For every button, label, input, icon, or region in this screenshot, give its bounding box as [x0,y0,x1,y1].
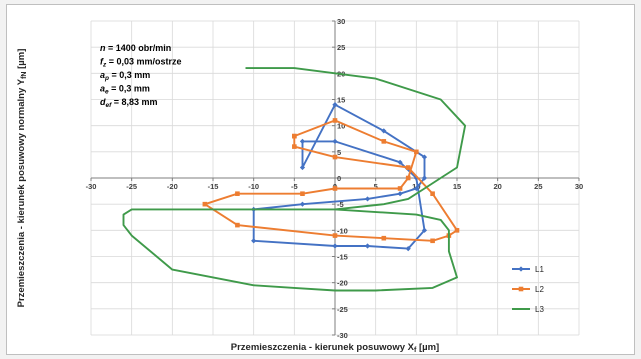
y-tick-label: -20 [337,279,348,288]
data-point-marker [364,196,371,202]
data-point-marker [454,228,460,233]
y-tick-label: 25 [337,43,345,52]
x-tick-label: -10 [248,182,259,191]
series-l3 [122,67,467,292]
y-tick-label: -10 [337,226,348,235]
x-tick-label: -15 [208,182,219,191]
y-tick-label: -5 [337,200,344,209]
y-tick-label: 15 [337,96,345,105]
y-tick-label: 30 [337,17,345,26]
data-point-marker [332,233,338,238]
data-point-marker [300,191,305,196]
annotation-line: fz = 0,03 mm/ostrze [100,57,182,69]
legend-item-l1: L1 [512,265,544,274]
data-point-marker [405,165,411,170]
chart-svg: -30 -25 -20 -15 -10 -5 0 5 10 15 20 25 30 -30 -25 -20 -1… [16,17,583,354]
x-tick-label: -30 [86,182,97,191]
legend-item-l2: L2 [512,285,544,294]
data-point-marker [332,102,338,108]
series-line-l1 [252,103,426,250]
x-tick-label: 20 [493,182,501,191]
series-line-l2 [203,119,458,242]
data-point-marker [251,238,257,244]
legend-item-l3: L3 [512,305,544,314]
data-point-marker [202,201,208,207]
axes [90,20,580,336]
data-point-marker [364,243,371,249]
data-point-marker [235,191,240,196]
legend-label: L1 [535,265,544,274]
data-point-marker [421,154,428,160]
data-point-marker [518,266,524,272]
data-point-marker [405,246,411,252]
data-point-marker [235,222,240,228]
data-point-marker [292,144,297,149]
data-point-marker [414,149,419,155]
x-tick-label: -20 [167,182,178,191]
legend: L1 L2 L3 [512,265,544,314]
data-point-marker [381,139,387,144]
data-point-marker [299,164,306,171]
series-l1 [251,102,428,252]
series-lines [122,67,467,292]
data-point-marker [397,159,403,165]
data-point-marker [430,191,435,196]
data-point-marker [292,133,297,139]
y-tick-label: 0 [337,174,341,183]
data-point-marker [397,186,403,191]
data-point-marker [430,238,435,244]
data-point-marker [518,286,524,292]
data-point-marker [299,138,306,144]
data-point-marker [405,175,411,181]
data-point-marker [332,154,338,160]
series-line-l3 [122,67,467,292]
data-point-marker [299,201,306,207]
data-point-marker [381,128,387,134]
legend-label: L2 [535,285,544,294]
y-tick-label: 5 [337,148,341,157]
x-tick-label: 30 [575,182,583,191]
y-tick-label: -15 [337,253,348,262]
x-tick-label: 5 [374,182,378,191]
series-l2 [202,118,460,244]
legend-label: L3 [535,305,544,314]
data-point-marker [421,227,428,233]
data-point-marker [332,138,338,144]
x-tick-label: -25 [126,182,137,191]
y-tick-label: -25 [337,305,348,314]
data-point-marker [381,235,387,241]
x-tick-label: 15 [453,182,461,191]
chart-frame: -30 -25 -20 -15 -10 -5 0 5 10 15 20 25 30 -30 -25 -20 -1… [6,4,635,355]
data-point-marker [421,175,428,181]
x-tick-label: 25 [534,182,542,191]
x-tick-label: -5 [291,182,298,191]
x-axis-label: Przemieszczenia - kierunek posuwowy Xf [… [231,342,439,354]
data-point-marker [332,243,338,249]
y-tick-label: 10 [337,122,345,131]
y-axis-label: Przemieszczenia - kierunek posuwowy norm… [16,49,28,308]
annotation-line: def = 8,83 mm [100,97,158,109]
data-point-marker [413,185,419,192]
annotation-line: ae = 0,3 mm [100,84,150,96]
annotation-line: ap = 0,3 mm [100,70,150,82]
data-point-marker [332,118,338,123]
data-point-marker [397,191,403,197]
y-tick-label: -30 [337,331,348,340]
annotation-line: n = 1400 obr/min [100,43,171,53]
data-point-marker [332,186,338,191]
